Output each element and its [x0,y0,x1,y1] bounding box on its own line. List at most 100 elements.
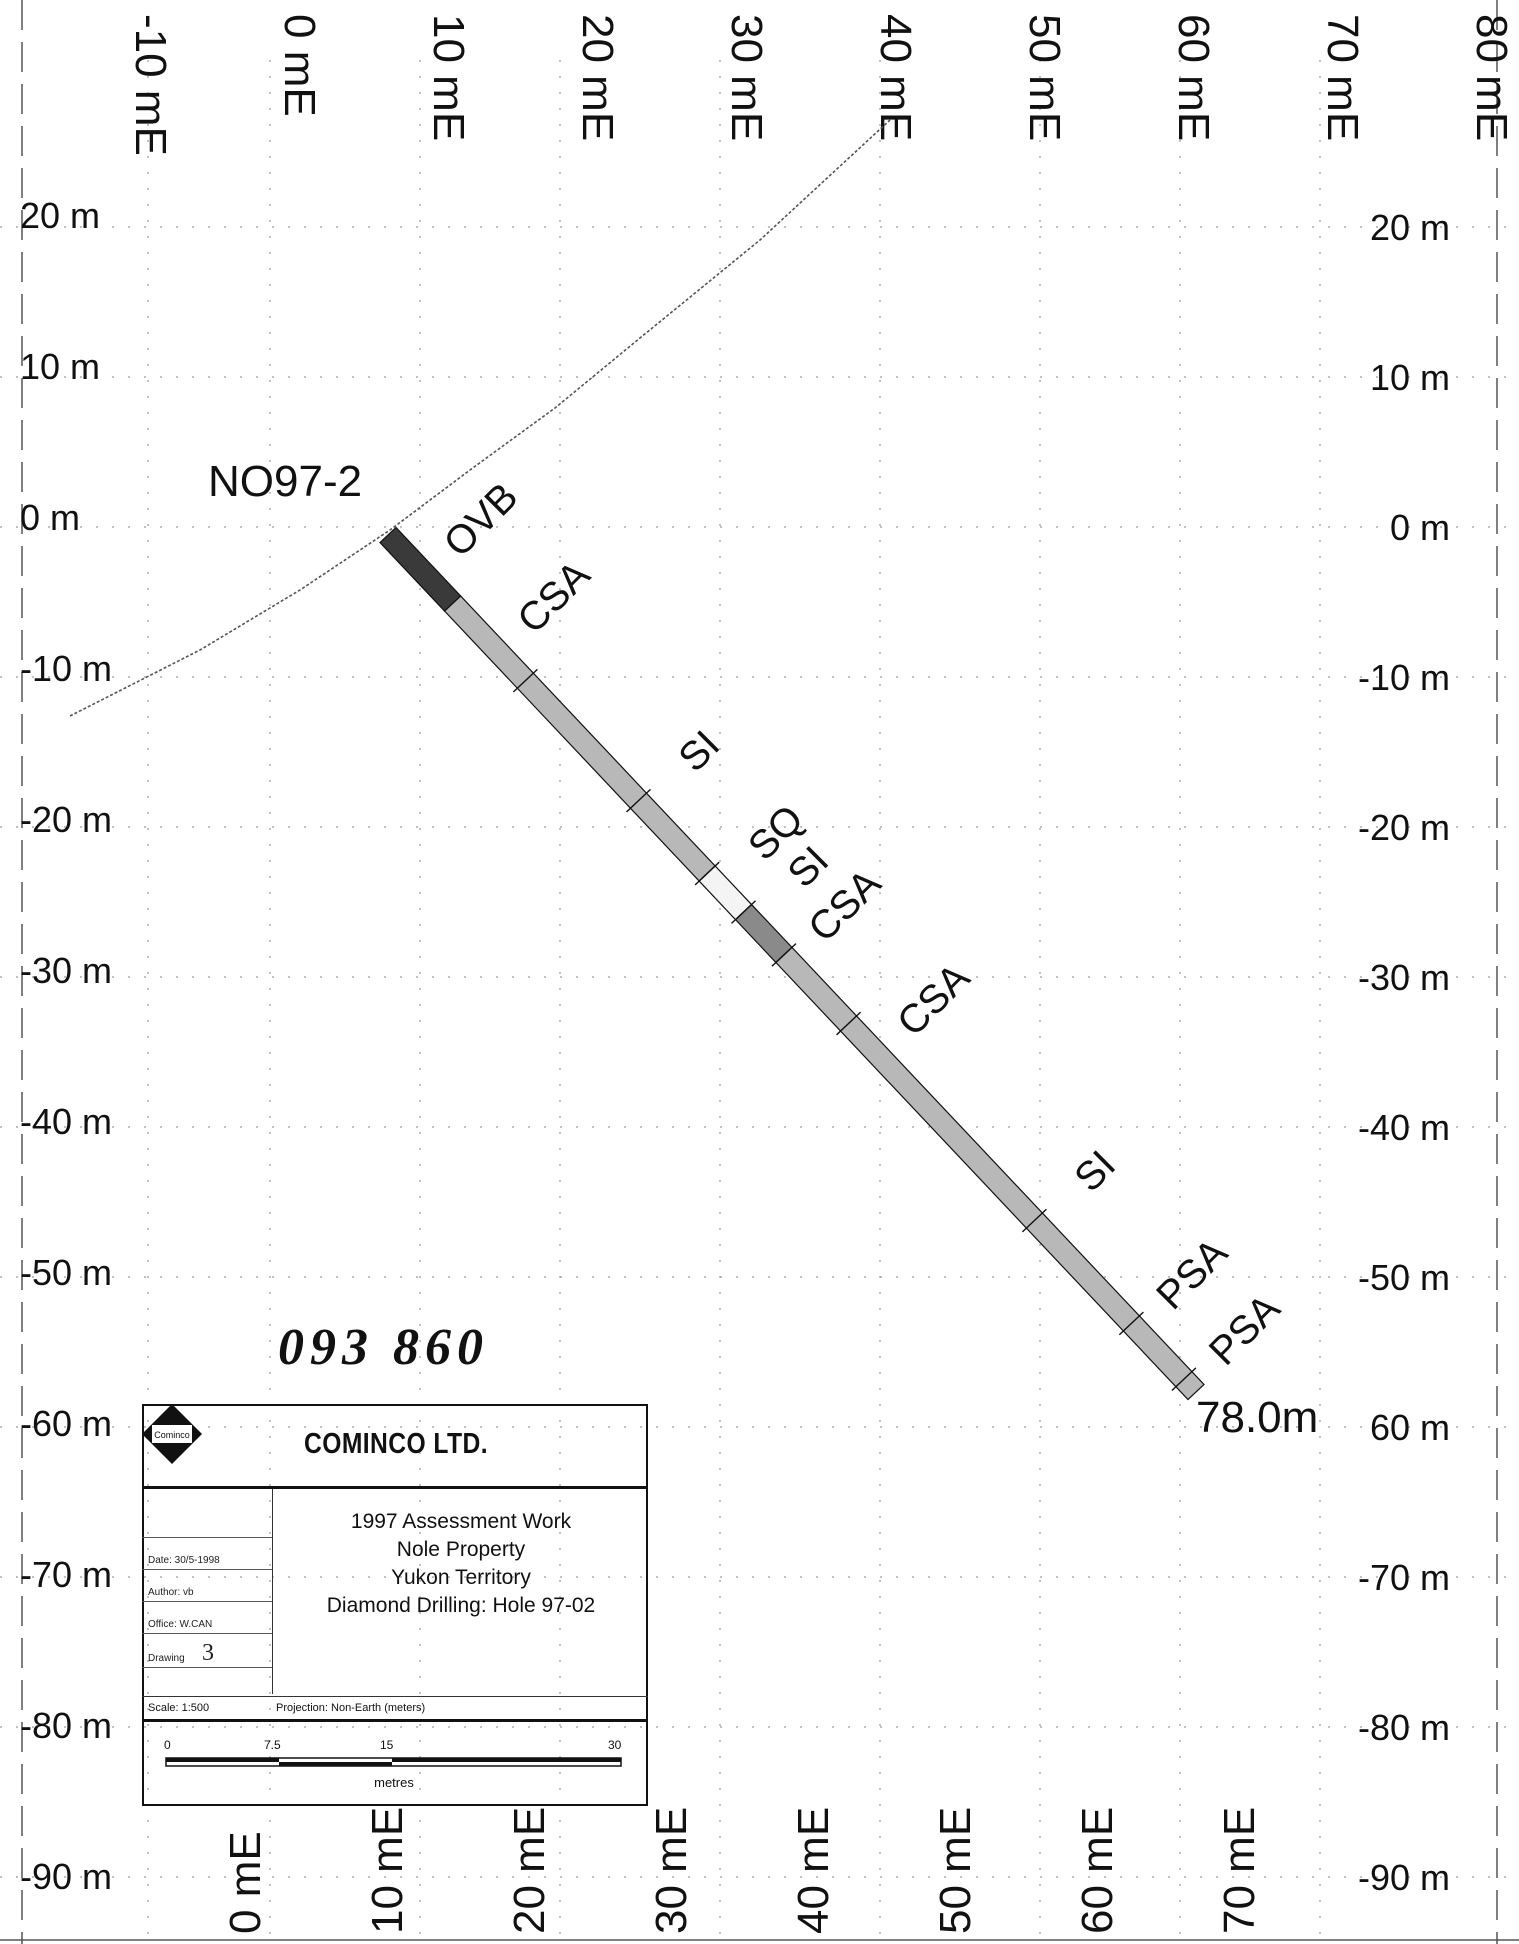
right-elevation-tick-label: -90 m [1358,1857,1450,1898]
description-line: Nole Property [396,1538,526,1561]
hole-interval [734,903,793,964]
interval-boundary-tick [512,668,538,693]
left-elevation-axis: 20 m 10 m 0 m -10 m -20 m -30 m -40 m -50 m -60 … [20,195,112,1897]
top-easting-tick-label: 60 mE [1169,14,1218,141]
scale-label: Scale: 1:500 [148,1702,210,1714]
drawing-description: 1997 Assessment Work Nole Property Yukon… [274,1508,648,1620]
lithology-label: PSA [1148,1230,1236,1318]
top-easting-tick-label: 70 mE [1318,14,1367,141]
scale-projection-row: Scale: 1:500 Projection: Non-Earth (mete… [142,1696,648,1722]
left-elevation-tick-label: 20 m [20,195,100,236]
top-easting-tick-label: -10 mE [126,14,175,156]
left-elevation-tick-label: -60 m [20,1403,112,1444]
left-elevation-tick-label: -30 m [20,950,112,991]
bottom-easting-tick-label: 60 mE [1073,1807,1122,1934]
scale-tick-label: 15 [380,1738,394,1752]
interval-boundary-tick [1171,1367,1197,1391]
description-line: 1997 Assessment Work [350,1510,572,1533]
lithology-label: SI [670,723,728,781]
top-easting-tick-label: 40 mE [871,14,920,141]
right-elevation-tick-label: 10 m [1370,357,1450,398]
svg-text:Cominco: Cominco [154,1430,190,1440]
interval-boundary-tick [694,861,720,886]
left-elevation-tick-label: 0 m [20,497,80,538]
right-elevation-tick-label: -70 m [1358,1557,1450,1598]
right-elevation-tick-label: -20 m [1358,807,1450,848]
left-elevation-tick-label: -10 m [20,648,112,689]
top-easting-tick-label: 30 mE [722,14,771,141]
left-elevation-tick-label: -90 m [20,1856,112,1897]
topography-line [69,119,891,717]
bottom-easting-tick-label: 70 mE [1215,1807,1264,1934]
interval-boundary-tick [1118,1311,1144,1336]
bottom-easting-tick-label: 10 mE [363,1807,412,1934]
scale-bar: 0 7.5 15 30 metres [164,1738,622,1790]
drawing-number-field: Drawing 3 [142,1633,272,1668]
right-elevation-tick-label: 20 m [1370,207,1450,248]
lithology-label: SI [1066,1142,1124,1200]
bottom-easting-tick-label: 0 mE [221,1831,270,1934]
hole-interval [775,946,1205,1401]
projection-label: Projection: Non-Earth (meters) [276,1702,426,1714]
lithology-label: PSA [1201,1286,1289,1374]
company-name: COMINCO LTD. [304,1428,489,1460]
drawing-number: 3 [202,1640,214,1666]
interval-boundary-tick [836,1011,862,1036]
right-elevation-tick-label: -80 m [1358,1707,1450,1748]
top-easting-tick-label: 80 mE [1467,14,1516,141]
right-elevation-tick-label: -50 m [1358,1257,1450,1298]
left-elevation-tick-label: 10 m [20,346,100,387]
lithology-label: CSA [889,955,978,1044]
bottom-easting-axis: 0 mE 10 mE 20 mE 30 mE 40 mE 50 mE 60 mE 70 mE [221,1807,1264,1934]
scale-bar-box: 0 7.5 15 30 metres [142,1721,648,1806]
cominco-logo-icon: Cominco [142,1404,202,1464]
description-line: Yukon Territory [391,1566,531,1589]
lithology-label: CSA [509,552,598,641]
hole-interval [443,595,717,882]
author-field: Author: vb [142,1569,272,1602]
document-number-stamp: 093 860 [278,1319,489,1376]
top-easting-tick-label: 0 mE [275,14,324,117]
right-elevation-axis: 20 m 10 m 0 m -10 m -20 m -30 m -40 m -50 m 60 m… [1358,207,1450,1898]
left-elevation-tick-label: -80 m [20,1705,112,1746]
interval-boundary-tick [1021,1208,1047,1233]
top-easting-axis: -10 mE 0 mE 10 mE 20 mE 30 mE 40 mE 50 mE 60 mE… [126,14,1516,156]
scale-units-label: metres [374,1775,414,1790]
bottom-easting-tick-label: 40 mE [789,1807,838,1934]
left-elevation-tick-label: -40 m [20,1101,112,1142]
scale-tick-label: 0 [164,1738,171,1752]
right-elevation-tick-label: 0 m [1390,507,1450,548]
title-block: Cominco COMINCO LTD. Date: 30/5-1998 Aut… [142,1404,648,1806]
end-of-hole-depth-label: 78.0m [1196,1393,1318,1442]
meta-blank-row [142,1489,272,1538]
left-elevation-tick-label: -50 m [20,1252,112,1293]
right-elevation-tick-label: -10 m [1358,657,1450,698]
left-elevation-tick-label: -20 m [20,799,112,840]
left-elevation-tick-label: -70 m [20,1554,112,1595]
bottom-easting-tick-label: 20 mE [505,1807,554,1934]
right-elevation-tick-label: -30 m [1358,957,1450,998]
scale-tick-label: 7.5 [264,1738,281,1752]
interval-boundary-tick [771,943,797,967]
top-easting-tick-label: 10 mE [424,14,473,141]
right-elevation-tick-label: -40 m [1358,1107,1450,1148]
interval-boundary-tick [625,788,651,813]
right-elevation-tick-label: 60 m [1370,1407,1450,1448]
drill-hole-trace [379,526,1205,1401]
title-block-meta: Date: 30/5-1998 Author: vb Office: W.CAN… [142,1489,273,1694]
date-field: Date: 30/5-1998 [142,1537,272,1570]
hole-id-label: NO97-2 [208,457,362,506]
interval-boundary-tick [731,900,757,924]
top-easting-tick-label: 50 mE [1020,14,1069,141]
bottom-easting-tick-label: 30 mE [647,1807,696,1934]
description-line: Diamond Drilling: Hole 97-02 [326,1594,596,1617]
lithology-label: OVB [436,475,527,566]
bottom-easting-tick-label: 50 mE [931,1807,980,1934]
title-block-header: Cominco COMINCO LTD. [142,1404,648,1489]
scale-tick-label: 30 [608,1738,622,1752]
office-field: Office: W.CAN [142,1601,272,1634]
